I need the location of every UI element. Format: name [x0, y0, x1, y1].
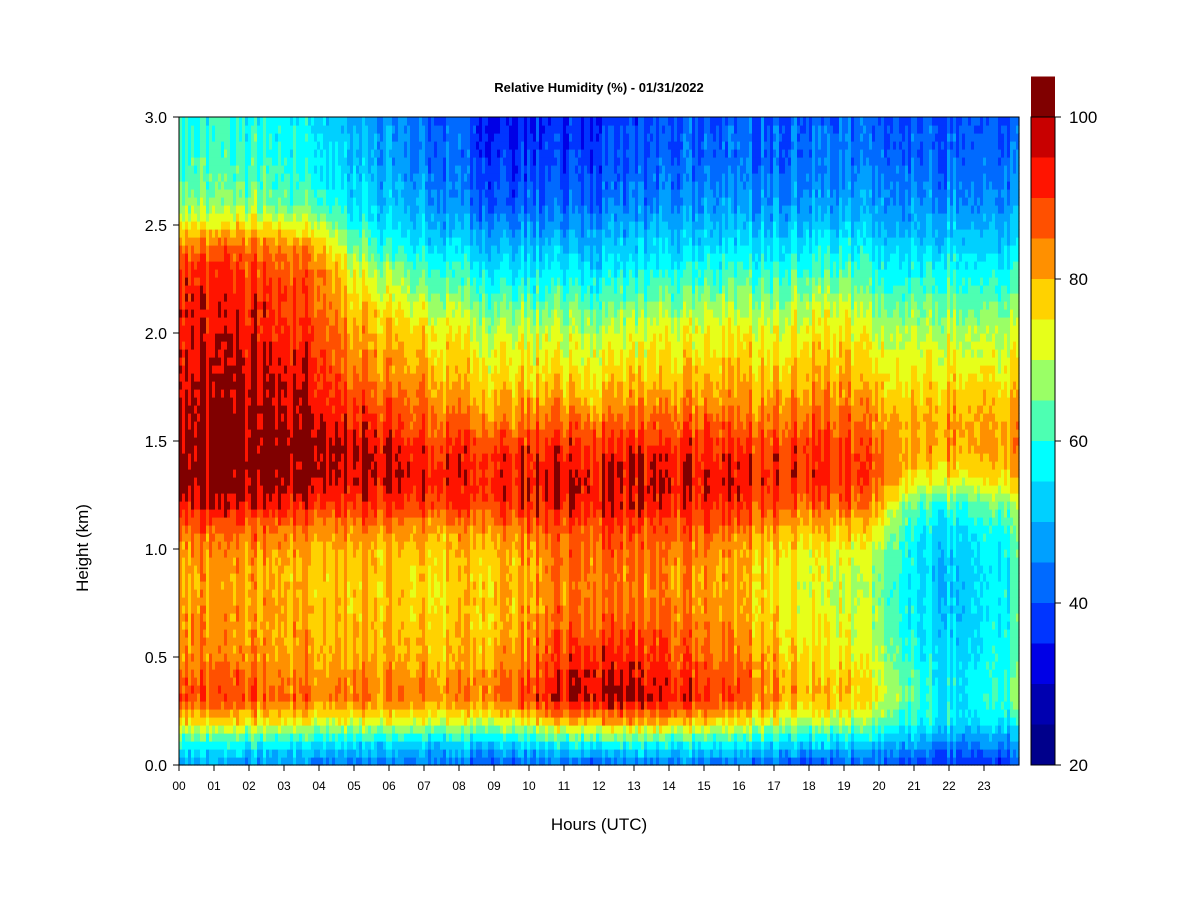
heatmap-cells: [179, 117, 1020, 766]
heatmap-plot: [179, 117, 1020, 766]
chart-title: Relative Humidity (%) - 01/31/2022: [494, 80, 704, 95]
